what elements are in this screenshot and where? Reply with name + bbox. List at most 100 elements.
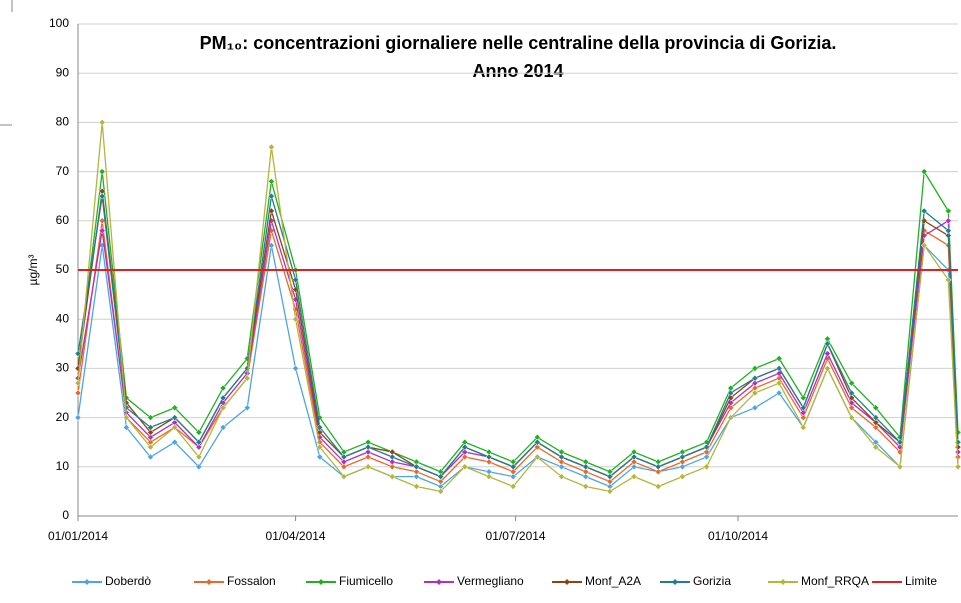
data-point	[171, 424, 179, 431]
data-point	[606, 473, 614, 480]
x-tick-label: 01/07/2014	[486, 529, 546, 543]
data-point	[98, 119, 106, 126]
data-point	[606, 488, 614, 495]
data-point	[799, 414, 807, 421]
data-point	[775, 389, 783, 397]
x-tick-label: 01/01/2014	[48, 529, 108, 543]
data-point	[147, 414, 154, 421]
data-point	[147, 443, 154, 451]
data-point	[413, 473, 420, 480]
data-point	[775, 379, 783, 387]
legend-marker	[672, 579, 678, 585]
data-point	[388, 473, 396, 480]
data-point	[437, 478, 444, 485]
data-point	[195, 429, 203, 436]
y-tick-label: 70	[56, 164, 70, 178]
data-point	[485, 458, 493, 466]
data-point	[268, 178, 275, 185]
data-point	[533, 443, 541, 451]
data-point	[679, 453, 686, 461]
data-point	[461, 463, 469, 471]
data-point	[944, 276, 952, 284]
data-point	[751, 365, 759, 372]
data-point	[388, 463, 396, 471]
data-point	[558, 473, 565, 480]
legend-label: Vermegliano	[457, 574, 524, 588]
data-point	[703, 453, 710, 461]
data-point	[558, 463, 565, 471]
data-point	[219, 424, 227, 431]
data-point	[509, 473, 517, 480]
data-point	[751, 379, 759, 387]
legend-label: Monf_A2A	[585, 574, 641, 588]
x-tick-label: 01/10/2014	[708, 529, 768, 543]
data-point	[582, 468, 590, 476]
chart-subtitle: Anno 2014	[472, 61, 563, 81]
legend-label: Gorizia	[693, 574, 731, 588]
data-point	[316, 429, 324, 436]
data-point	[243, 365, 251, 372]
data-point	[872, 419, 880, 426]
data-point	[316, 453, 324, 461]
data-point	[268, 192, 275, 200]
data-point	[171, 404, 179, 412]
data-point	[413, 463, 420, 471]
data-point	[751, 404, 759, 412]
data-point	[799, 409, 807, 417]
data-point	[195, 443, 203, 451]
data-point	[703, 443, 710, 451]
y-tick-label: 20	[56, 410, 70, 424]
legend-label: Monf_RRQA	[801, 574, 869, 588]
data-point	[147, 433, 154, 441]
data-point	[558, 458, 565, 466]
data-point	[775, 365, 783, 372]
data-point	[268, 143, 275, 151]
data-point	[98, 227, 106, 234]
legend-marker	[436, 579, 442, 585]
data-point	[292, 276, 299, 284]
series-line	[77, 243, 959, 488]
series-line	[77, 196, 959, 478]
data-point	[461, 448, 469, 456]
data-point	[74, 350, 82, 357]
data-point	[775, 355, 783, 362]
data-point	[195, 463, 203, 471]
y-tick-label: 100	[49, 16, 69, 30]
data-point	[147, 429, 154, 436]
data-point	[679, 473, 686, 480]
data-point	[74, 379, 82, 387]
data-point	[896, 463, 904, 471]
data-point	[872, 414, 880, 421]
data-point	[848, 394, 855, 402]
y-tick-label: 40	[56, 311, 70, 325]
data-point	[654, 463, 662, 471]
series-line	[77, 169, 959, 473]
data-point	[533, 453, 541, 461]
data-point	[824, 365, 831, 372]
data-point	[219, 404, 227, 412]
legend-label: Limite	[905, 574, 937, 588]
data-point	[195, 438, 203, 446]
data-point	[122, 424, 130, 431]
data-point	[413, 468, 420, 476]
x-tick-label: 01/04/2014	[266, 529, 326, 543]
data-point	[219, 384, 227, 392]
data-point	[292, 365, 299, 372]
data-point	[74, 389, 82, 397]
data-point	[558, 453, 565, 461]
data-point	[679, 458, 686, 466]
data-point	[509, 468, 517, 476]
data-point	[74, 414, 82, 421]
data-point	[98, 168, 106, 175]
chart-title: PM₁₀: concentrazioni giornaliere nelle c…	[200, 33, 837, 53]
data-point	[848, 404, 855, 412]
data-point	[340, 463, 348, 471]
data-point	[703, 448, 710, 456]
data-point	[292, 315, 299, 323]
data-point	[848, 379, 855, 387]
data-point	[848, 414, 855, 421]
data-point	[195, 453, 203, 461]
data-point	[824, 350, 831, 357]
legend-marker	[780, 579, 786, 585]
legend-marker	[318, 579, 324, 585]
